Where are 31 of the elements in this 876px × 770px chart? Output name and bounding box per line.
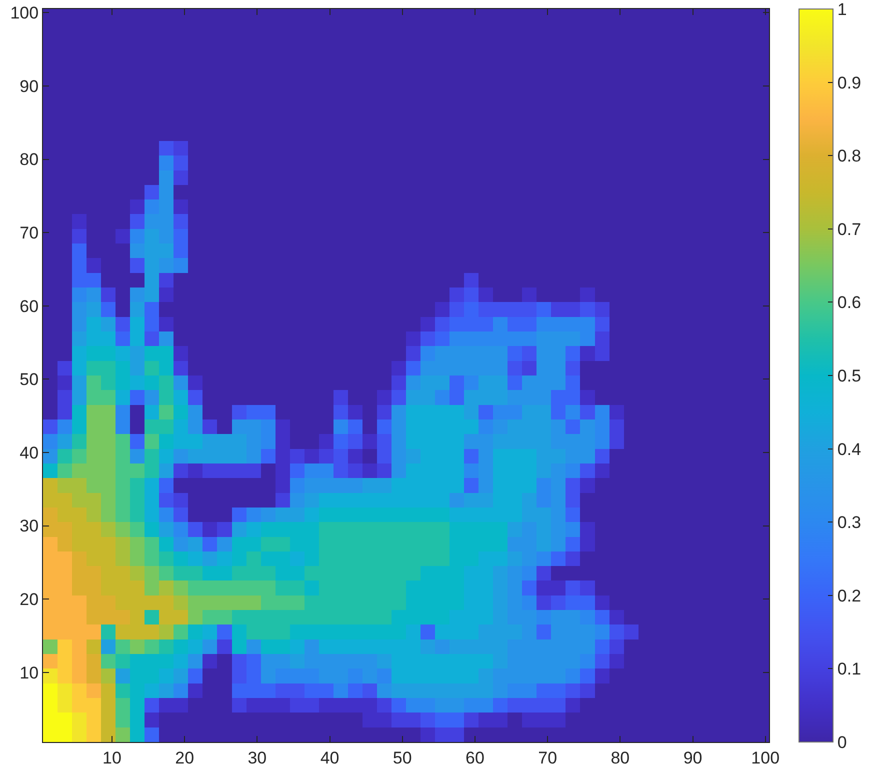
color-bar-label: 1 xyxy=(837,0,847,19)
x-tick-label: 10 xyxy=(102,748,122,768)
y-tick-label: 100 xyxy=(10,4,39,23)
x-tick-label: 100 xyxy=(751,748,780,768)
color-bar-label: 0.3 xyxy=(837,513,862,532)
color-bar-label: 0.7 xyxy=(837,220,862,239)
color-bar-label: 0.8 xyxy=(837,146,862,166)
x-tick-label: 70 xyxy=(538,748,558,768)
y-tick-label: 10 xyxy=(20,663,39,682)
x-tick-label: 80 xyxy=(610,748,630,768)
color-bar-label: 0.6 xyxy=(837,293,862,312)
x-tick-label: 90 xyxy=(683,748,702,768)
y-tick-label: 30 xyxy=(20,516,39,536)
color-bar-label: 0.1 xyxy=(837,660,862,679)
color-bar-label: 0.5 xyxy=(837,366,862,386)
y-tick-label: 80 xyxy=(20,150,39,170)
color-bar-label: 0.2 xyxy=(837,586,862,606)
y-tick-label: 40 xyxy=(20,443,39,462)
x-tick-label: 50 xyxy=(392,748,412,768)
color-bar-label: 0.4 xyxy=(837,440,862,459)
x-tick-label: 40 xyxy=(320,748,340,768)
y-tick-label: 50 xyxy=(20,370,39,390)
color-bar-label: 0 xyxy=(837,732,847,752)
y-tick-label: 70 xyxy=(20,224,39,243)
y-tick-label: 90 xyxy=(20,76,39,96)
y-tick-label: 60 xyxy=(20,296,39,316)
color-bar-label: 0.9 xyxy=(837,73,862,92)
x-tick-label: 60 xyxy=(466,748,484,768)
x-tick-label: 30 xyxy=(248,748,267,768)
x-tick-label: 20 xyxy=(175,748,194,768)
y-tick-label: 20 xyxy=(20,590,39,610)
